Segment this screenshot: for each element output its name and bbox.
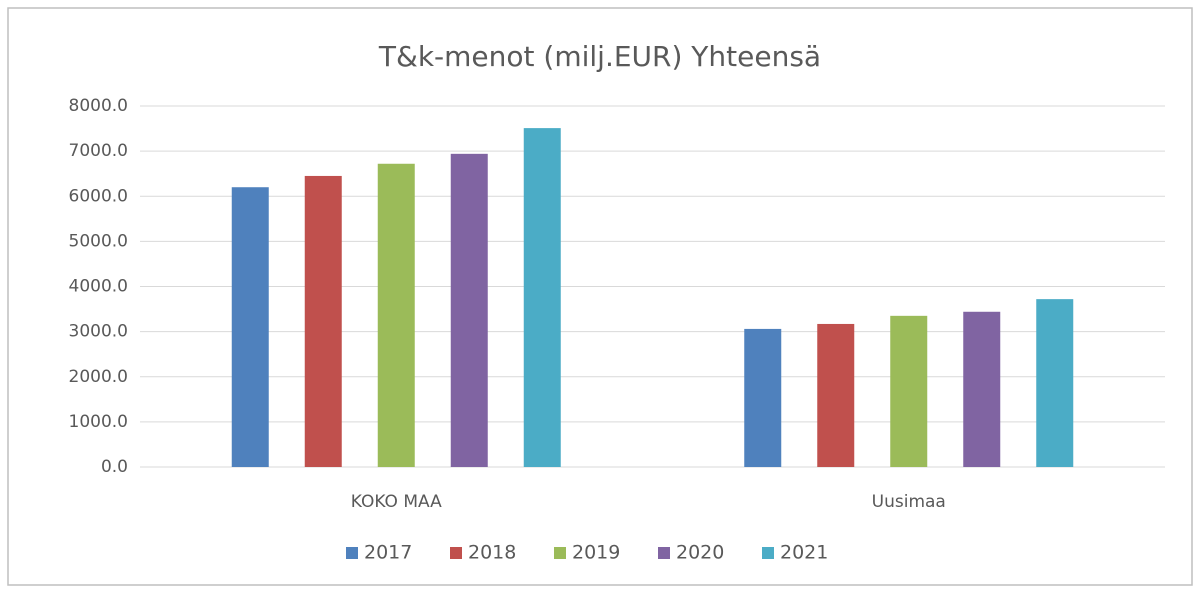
x-tick-label: KOKO MAA xyxy=(351,492,442,512)
y-tick-label: 0.0 xyxy=(101,457,128,477)
chart-title: T&k-menot (milj.EUR) Yhteensä xyxy=(378,40,821,73)
legend-swatch xyxy=(554,547,566,559)
y-tick-label: 6000.0 xyxy=(69,186,128,206)
legend-label: 2017 xyxy=(364,542,412,564)
y-tick-label: 4000.0 xyxy=(69,277,128,297)
legend-label: 2019 xyxy=(572,542,620,564)
bar xyxy=(1036,299,1074,467)
bar xyxy=(963,311,1001,467)
y-tick-label: 3000.0 xyxy=(69,322,128,342)
bar xyxy=(377,163,415,467)
y-tick-label: 2000.0 xyxy=(69,367,128,387)
bar xyxy=(817,323,855,467)
legend-label: 2020 xyxy=(676,542,724,564)
bar xyxy=(744,328,782,467)
x-tick-label: Uusimaa xyxy=(872,492,946,512)
y-tick-label: 8000.0 xyxy=(69,96,128,116)
y-tick-label: 5000.0 xyxy=(69,231,128,251)
legend-label: 2018 xyxy=(468,542,516,564)
chart-border xyxy=(7,7,1193,586)
bar xyxy=(890,315,928,467)
legend-swatch xyxy=(658,547,670,559)
y-tick-label: 7000.0 xyxy=(69,141,128,161)
legend-swatch xyxy=(346,547,358,559)
bar xyxy=(523,128,561,467)
bar xyxy=(304,175,342,467)
legend-swatch xyxy=(450,547,462,559)
legend-label: 2021 xyxy=(780,542,828,564)
bar xyxy=(450,153,488,467)
bar xyxy=(231,187,269,467)
legend-swatch xyxy=(762,547,774,559)
y-tick-label: 1000.0 xyxy=(69,412,128,432)
